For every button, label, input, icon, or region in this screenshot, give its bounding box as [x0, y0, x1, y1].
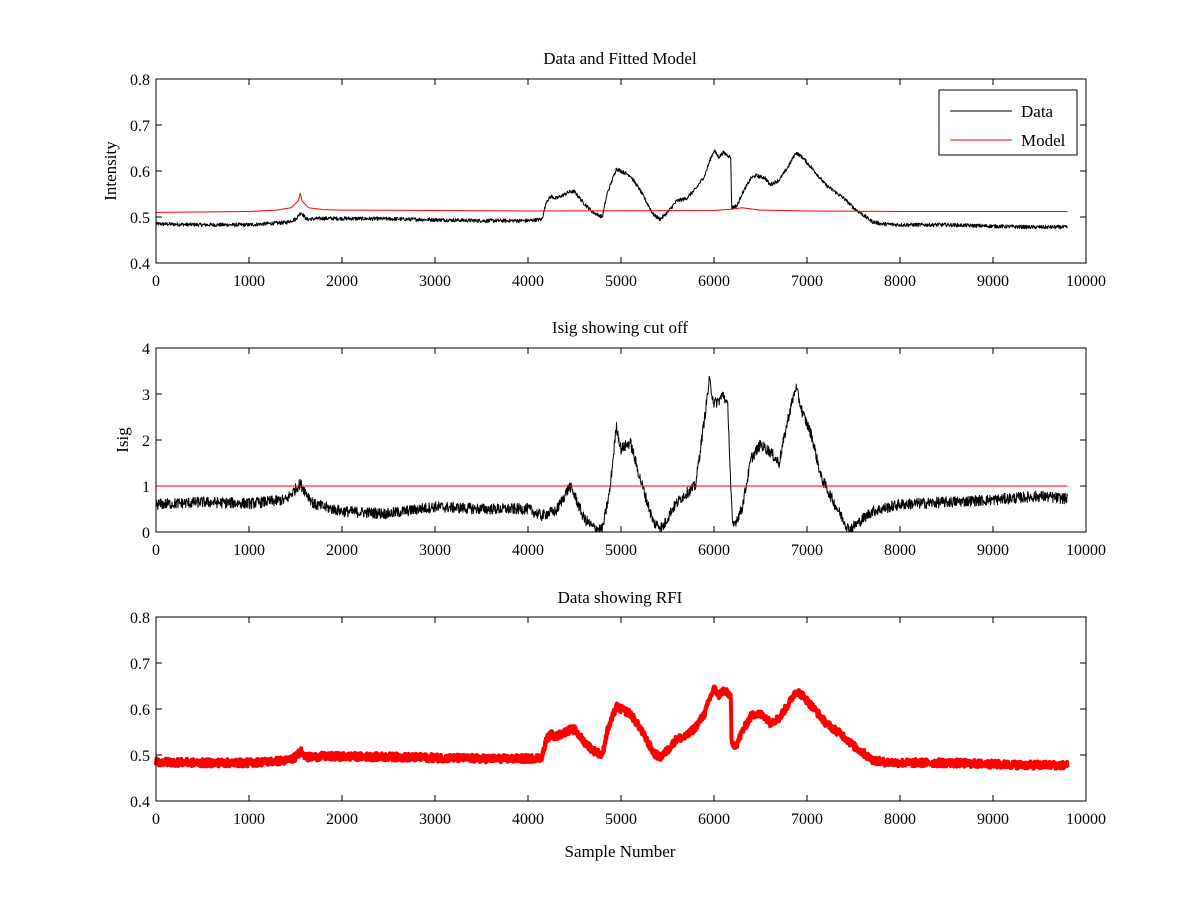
- x-tick-label: 7000: [791, 542, 823, 559]
- y-tick-label: 0.7: [130, 656, 150, 673]
- x-tick-label: 7000: [791, 273, 823, 290]
- x-tick-label: 5000: [605, 542, 637, 559]
- series-line-0: [154, 684, 1070, 771]
- legend-label-data: Data: [1021, 102, 1054, 121]
- y-tick-label: 0.5: [130, 210, 150, 227]
- y-axis-title: Intensity: [101, 141, 120, 201]
- x-tick-label: 6000: [698, 542, 730, 559]
- x-tick-label: 2000: [326, 542, 358, 559]
- x-tick-label: 3000: [419, 542, 451, 559]
- panel-rfi: Data showing RFI Sample Number 0 1000 2000…: [130, 588, 1106, 861]
- panel-isig: Isig showing cut off Isig 0 1000 2000 3000 4…: [113, 318, 1106, 559]
- x-tick-label: 2000: [326, 811, 358, 828]
- x-tick-label: 1000: [233, 811, 265, 828]
- y-tick-label: 0: [142, 525, 150, 542]
- series-line-data: [155, 149, 1068, 230]
- x-tick-label: 0: [152, 273, 160, 290]
- y-tick-label: 0.8: [130, 72, 150, 89]
- x-tick-label: 4000: [512, 811, 544, 828]
- x-tick-label: 1000: [233, 273, 265, 290]
- x-tick-label: 7000: [791, 811, 823, 828]
- x-ticks: 0 1000 2000 3000 4000 5000 6000 7000 8000 9000 100…: [152, 79, 1106, 290]
- x-tick-label: 10000: [1066, 542, 1106, 559]
- plot-title: Data showing RFI: [558, 588, 683, 607]
- x-tick-label: 4000: [512, 273, 544, 290]
- plot-title: Data and Fitted Model: [543, 49, 697, 68]
- x-tick-label: 6000: [698, 273, 730, 290]
- y-tick-label: 3: [142, 387, 150, 404]
- x-tick-label: 2000: [326, 273, 358, 290]
- x-tick-label: 4000: [512, 542, 544, 559]
- y-tick-label: 0.6: [130, 164, 150, 181]
- y-tick-label: 0.5: [130, 748, 150, 765]
- x-tick-label: 3000: [419, 811, 451, 828]
- x-tick-label: 8000: [884, 542, 916, 559]
- y-tick-label: 0.4: [130, 256, 150, 273]
- series: [155, 375, 1068, 533]
- series: [154, 684, 1070, 771]
- series: [155, 149, 1068, 230]
- plot-frame: [155, 616, 1087, 802]
- y-tick-label: 0.4: [130, 794, 150, 811]
- plot-frame: [155, 347, 1087, 533]
- legend: Data Model: [938, 89, 1078, 156]
- series-line-model: [155, 192, 1068, 213]
- x-tick-label: 8000: [884, 273, 916, 290]
- plot-title: Isig showing cut off: [552, 318, 688, 337]
- x-tick-label: 9000: [977, 542, 1009, 559]
- x-tick-label: 10000: [1066, 273, 1106, 290]
- legend-label-model: Model: [1021, 131, 1066, 150]
- x-tick-label: 10000: [1066, 811, 1106, 828]
- x-tick-label: 9000: [977, 273, 1009, 290]
- x-tick-label: 0: [152, 811, 160, 828]
- x-tick-label: 5000: [605, 811, 637, 828]
- series-line-0: [155, 375, 1068, 533]
- x-ticks: 0 1000 2000 3000 4000 5000 6000 7000 8000 9000 100…: [152, 348, 1106, 559]
- plot-frame: [155, 78, 1087, 264]
- x-tick-label: 1000: [233, 542, 265, 559]
- y-axis-title: Isig: [113, 427, 132, 453]
- y-tick-label: 0.6: [130, 702, 150, 719]
- x-tick-label: 6000: [698, 811, 730, 828]
- y-tick-label: 2: [142, 433, 150, 450]
- y-tick-label: 0.8: [130, 610, 150, 627]
- x-tick-label: 0: [152, 542, 160, 559]
- x-tick-label: 8000: [884, 811, 916, 828]
- legend-box: [938, 89, 1078, 156]
- y-tick-label: 0.7: [130, 118, 150, 135]
- x-axis-title: Sample Number: [565, 842, 676, 861]
- x-tick-label: 9000: [977, 811, 1009, 828]
- y-tick-label: 1: [142, 479, 150, 496]
- x-tick-label: 5000: [605, 273, 637, 290]
- panel-data-and-model: Data and Fitted Model Intensity 0 1000 200…: [101, 49, 1106, 290]
- y-tick-label: 4: [142, 341, 150, 358]
- x-tick-label: 3000: [419, 273, 451, 290]
